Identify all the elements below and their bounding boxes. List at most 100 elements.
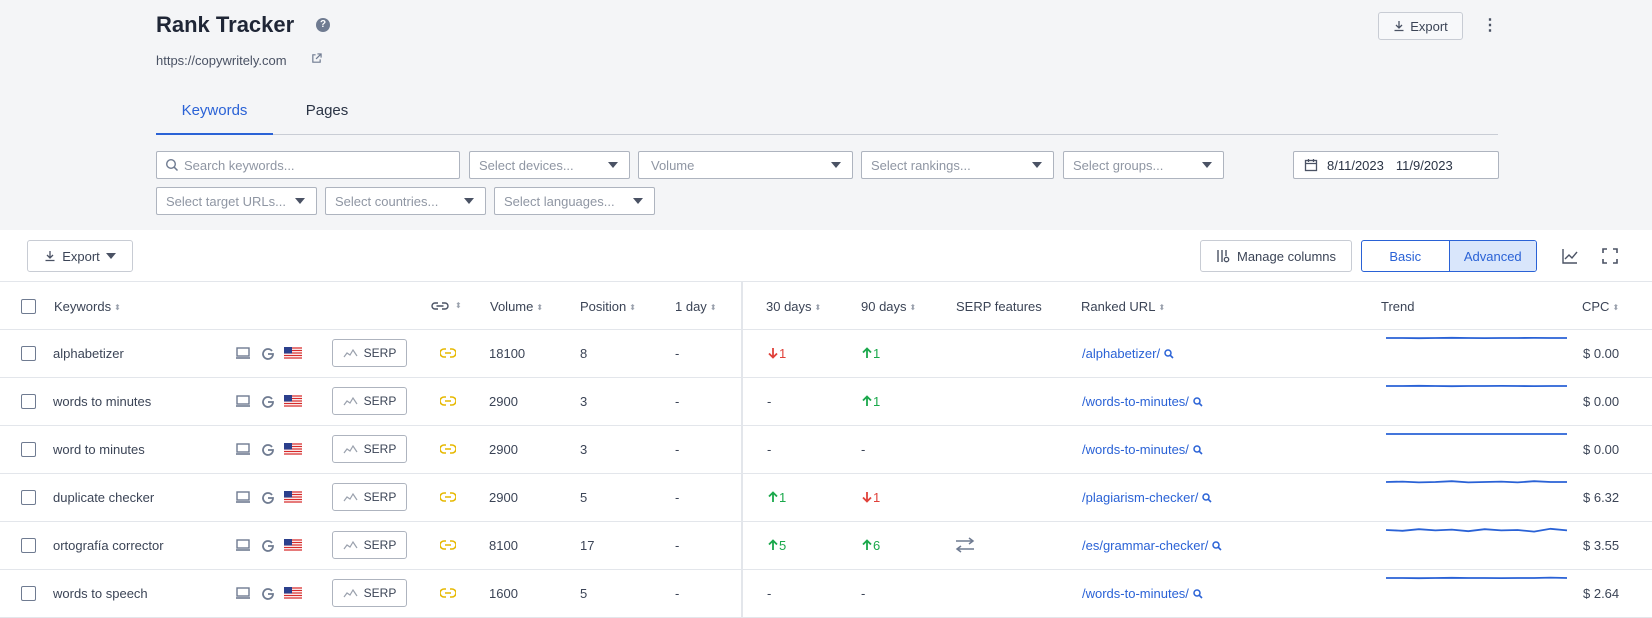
column-position[interactable]: Position ⬍ <box>580 299 636 314</box>
row-checkbox[interactable] <box>21 394 36 409</box>
row-checkbox[interactable] <box>21 538 36 553</box>
table-row[interactable]: word to minutes SERP 2900 3 - - - /words-to-min… <box>0 426 1652 474</box>
chevron-down-icon <box>105 253 116 259</box>
column-90days[interactable]: 90 days ⬍ <box>861 299 917 314</box>
cpc-cell: $ 0.00 <box>1583 346 1620 361</box>
row-checkbox[interactable] <box>21 346 36 361</box>
devices-select[interactable]: Select devices... <box>469 151 630 179</box>
serp-button[interactable]: SERP <box>332 387 407 415</box>
google-icon <box>262 396 274 408</box>
countries-label: Select countries... <box>335 193 439 209</box>
serp-button[interactable]: SERP <box>332 339 407 367</box>
search-icon[interactable] <box>1192 397 1203 407</box>
table-row[interactable]: words to speech SERP 1600 5 - - - /words-to-min… <box>0 570 1652 618</box>
site-url[interactable]: https://copywritely.com <box>156 53 287 68</box>
link-icon[interactable] <box>440 539 456 551</box>
search-icon[interactable] <box>1192 589 1203 599</box>
export-label: Export <box>1410 18 1448 34</box>
search-icon <box>165 158 179 172</box>
download-icon <box>45 251 55 262</box>
view-basic-button[interactable]: Basic <box>1389 248 1422 264</box>
search-icon[interactable] <box>1163 349 1174 359</box>
select-all-checkbox[interactable] <box>21 299 36 314</box>
column-divider <box>741 281 743 618</box>
download-icon <box>1394 21 1404 32</box>
search-icon[interactable] <box>1212 541 1222 551</box>
ranked-url-link[interactable]: /plagiarism-checker/ <box>1082 490 1212 505</box>
manage-columns-label: Manage columns <box>1237 248 1336 264</box>
column-cpc[interactable]: CPC ⬍ <box>1582 299 1620 314</box>
columns-settings-icon <box>1217 250 1230 263</box>
serp-button[interactable]: SERP <box>332 531 407 559</box>
ranked-url-link[interactable]: /words-to-minutes/ <box>1082 586 1203 601</box>
us-flag-icon <box>284 539 302 551</box>
search-input[interactable]: Search keywords... <box>156 151 460 179</box>
serp-button[interactable]: SERP <box>332 483 407 511</box>
view-toggle: Basic Advanced <box>1361 240 1537 272</box>
groups-select[interactable]: Select groups... <box>1063 151 1224 179</box>
ranked-url-link[interactable]: /es/grammar-checker/ <box>1082 538 1222 553</box>
languages-select[interactable]: Select languages... <box>494 187 655 215</box>
target-urls-label: Select target URLs... <box>166 193 286 209</box>
link-icon[interactable] <box>440 443 456 455</box>
serp-chart-icon <box>343 396 358 406</box>
desktop-icon <box>236 395 250 407</box>
keyword-cell: alphabetizer <box>53 346 124 361</box>
rankings-select[interactable]: Select rankings... <box>861 151 1054 179</box>
table-row[interactable]: alphabetizer SERP 18100 8-1 1/alphabetizer/ … <box>0 330 1652 378</box>
external-link-icon[interactable] <box>311 53 322 64</box>
column-volume[interactable]: Volume ⬍ <box>490 299 544 314</box>
link-icon[interactable] <box>440 491 456 503</box>
column-30days[interactable]: 30 days ⬍ <box>766 299 822 314</box>
column-trend: Trend <box>1381 299 1415 314</box>
trend-sparkline <box>1385 480 1567 484</box>
table-row[interactable]: duplicate checker SERP 2900 5 - 1 1/plagiarism… <box>0 474 1652 522</box>
chart-icon[interactable] <box>1561 247 1579 265</box>
column-1day[interactable]: 1 day ⬍ <box>675 299 717 314</box>
row-checkbox[interactable] <box>21 442 36 457</box>
date-from: 8/11/2023 <box>1327 157 1384 173</box>
serp-button[interactable]: SERP <box>332 435 407 463</box>
countries-select[interactable]: Select countries... <box>325 187 486 215</box>
google-icon <box>262 348 274 360</box>
search-icon[interactable] <box>1192 445 1203 455</box>
day1-cell: - <box>675 442 680 457</box>
target-urls-select[interactable]: Select target URLs... <box>156 187 317 215</box>
ranked-url-link[interactable]: /words-to-minutes/ <box>1082 394 1203 409</box>
tab-pages[interactable]: Pages <box>305 102 349 119</box>
link-icon[interactable] <box>440 347 456 359</box>
fullscreen-icon[interactable] <box>1601 247 1619 265</box>
export-button-top[interactable]: Export <box>1378 12 1463 40</box>
column-ranked-url[interactable]: Ranked URL ⬍ <box>1081 299 1166 314</box>
cpc-cell: $ 3.55 <box>1583 538 1620 553</box>
table-row[interactable]: ortografía corrector SERP 8100 17 - 5 6/es/gra… <box>0 522 1652 570</box>
link-icon[interactable] <box>440 587 456 599</box>
view-advanced-button[interactable]: Advanced <box>1448 241 1536 271</box>
help-icon[interactable]: ? <box>316 18 330 32</box>
export-label: Export <box>62 248 100 264</box>
trend-sparkline <box>1386 576 1568 580</box>
keyword-cell: words to speech <box>53 586 148 601</box>
chevron-down-icon <box>464 198 474 204</box>
volume-select[interactable]: Volume <box>638 151 853 179</box>
serp-button[interactable]: SERP <box>332 579 407 607</box>
us-flag-icon <box>284 443 302 455</box>
export-dropdown-button[interactable]: Export <box>27 240 133 272</box>
row-checkbox[interactable] <box>21 490 36 505</box>
date-to: 11/9/2023 <box>1395 157 1453 173</box>
date-range-picker[interactable]: 8/11/2023 11/9/2023 <box>1293 151 1499 179</box>
google-icon <box>262 540 274 552</box>
tab-keywords[interactable]: Keywords <box>156 102 273 135</box>
devices-label: Select devices... <box>479 157 574 173</box>
sort-icon[interactable]: ⬍ <box>455 301 462 310</box>
ranked-url-link[interactable]: /words-to-minutes/ <box>1082 442 1203 457</box>
chevron-down-icon <box>831 162 841 168</box>
search-icon[interactable] <box>1202 493 1212 503</box>
table-row[interactable]: words to minutes SERP 2900 3 - - 1/words-to-mi… <box>0 378 1652 426</box>
row-checkbox[interactable] <box>21 586 36 601</box>
link-icon[interactable] <box>440 395 456 407</box>
ranked-url-link[interactable]: /alphabetizer/ <box>1082 346 1174 361</box>
column-keywords[interactable]: Keywords ⬍ <box>54 299 121 314</box>
more-options-icon[interactable]: ⋮ <box>1482 17 1498 34</box>
manage-columns-button[interactable]: Manage columns <box>1200 240 1352 272</box>
